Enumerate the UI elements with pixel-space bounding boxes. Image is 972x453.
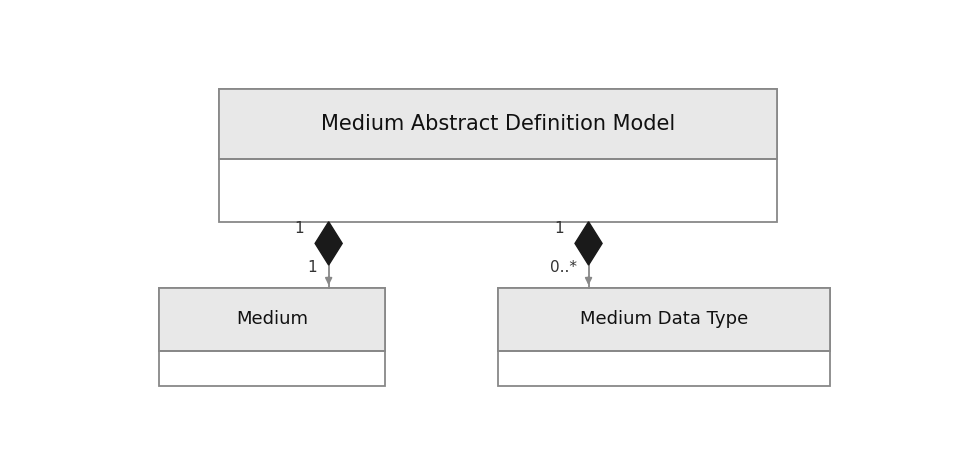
Bar — [220, 89, 777, 222]
Text: 1: 1 — [308, 260, 317, 275]
Bar — [159, 288, 385, 386]
Polygon shape — [575, 222, 602, 265]
Bar — [498, 288, 830, 386]
Bar — [220, 89, 777, 159]
Text: Medium Data Type: Medium Data Type — [579, 310, 748, 328]
Text: 1: 1 — [295, 221, 304, 236]
Bar — [498, 288, 830, 351]
Text: 1: 1 — [554, 221, 564, 236]
Polygon shape — [315, 222, 342, 265]
Text: Medium Abstract Definition Model: Medium Abstract Definition Model — [321, 114, 676, 134]
Text: 0..*: 0..* — [550, 260, 577, 275]
Bar — [159, 288, 385, 351]
Text: Medium: Medium — [236, 310, 308, 328]
